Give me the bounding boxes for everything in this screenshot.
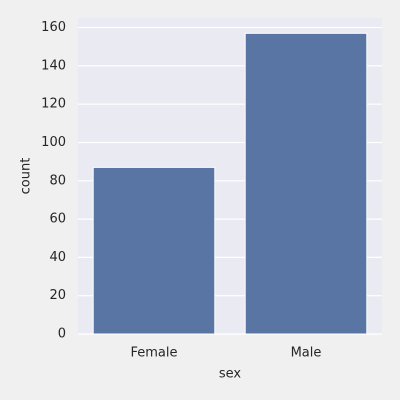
bar <box>92 166 216 335</box>
x-tick-label: Male <box>291 346 322 361</box>
y-tick-label: 120 <box>41 97 66 112</box>
y-tick-label: 40 <box>49 250 66 265</box>
bar <box>244 32 368 335</box>
x-axis-label: sex <box>219 367 242 382</box>
y-tick-label: 100 <box>41 135 66 150</box>
y-tick-label: 160 <box>41 20 66 35</box>
marks <box>92 32 368 335</box>
y-tick-label: 20 <box>49 288 66 303</box>
y-axis-label: count <box>19 158 34 195</box>
x-tick-label: Female <box>130 346 177 361</box>
y-tick-label: 0 <box>58 327 66 342</box>
y-tick-label: 60 <box>49 212 66 227</box>
y-tick-label: 140 <box>41 58 66 73</box>
y-tick-label: 80 <box>49 173 66 188</box>
